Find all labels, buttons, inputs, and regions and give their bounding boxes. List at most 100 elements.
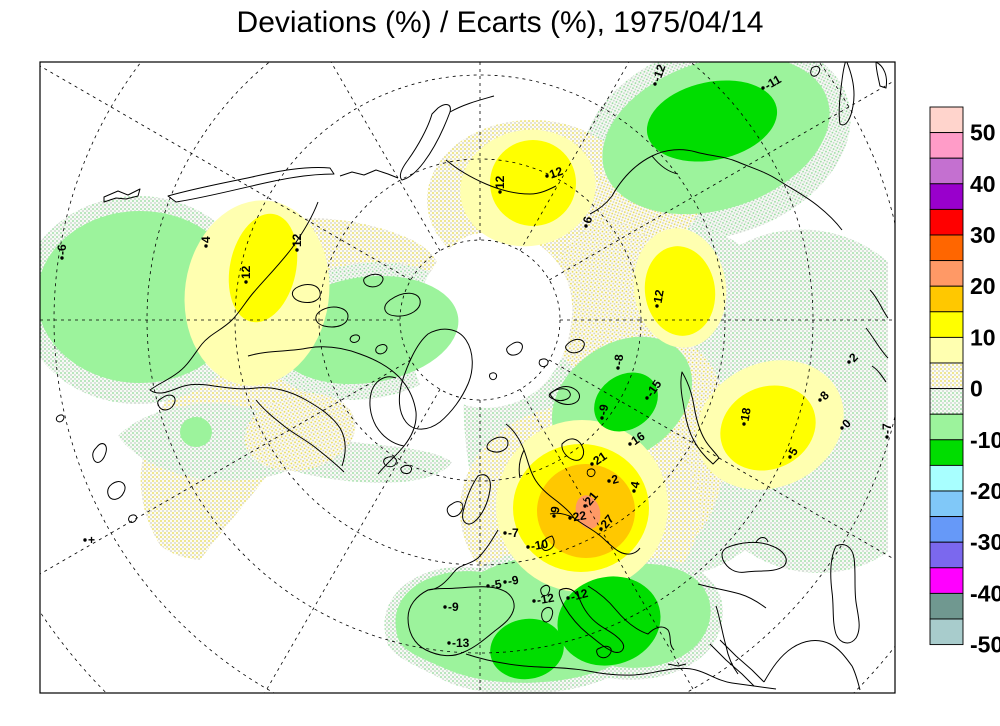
coastline [830, 544, 860, 644]
coastlines [55, 62, 889, 691]
station-value-label: 12 [493, 175, 507, 189]
station-value-label: 12 [547, 164, 565, 182]
coastline [167, 167, 335, 203]
station-value-label: -10 [530, 537, 550, 554]
colorbar-segment [929, 311, 964, 338]
station-dot [447, 641, 451, 645]
station-value-label: -9 [596, 403, 612, 416]
colorbar-segment [929, 413, 964, 441]
latitude-circle [318, 158, 642, 482]
coastline [291, 273, 421, 355]
station-dot [244, 280, 248, 284]
station-value-label: + [88, 533, 95, 547]
coastline [486, 436, 509, 453]
map-frame [39, 61, 896, 694]
meridian-line [40, 359, 411, 575]
station-dot [498, 190, 502, 194]
station-dot [566, 596, 570, 600]
coastline [149, 201, 346, 467]
coastline [445, 159, 557, 195]
contour-region [594, 372, 658, 432]
meridian-line [549, 79, 895, 281]
colorbar-segment [929, 362, 964, 390]
colorbar-segment [929, 260, 964, 287]
station-dot [742, 422, 746, 426]
colorbar-segment [929, 183, 964, 210]
station-value-label: 6 [580, 215, 595, 225]
coastline [558, 587, 625, 653]
station-dot [295, 248, 299, 252]
station-value-label: -13 [452, 636, 470, 650]
contour-region [646, 80, 778, 162]
station-dot [600, 416, 604, 420]
station-value-label: 2 [610, 472, 620, 487]
station-dot [645, 396, 649, 400]
colorbar-tick-label: 20 [970, 273, 996, 299]
station-dot [532, 599, 536, 603]
meridian-line [330, 62, 441, 251]
colorbar-segment [929, 490, 964, 518]
station-dot [584, 224, 588, 228]
station-value-label: -7 [508, 526, 519, 540]
coastline [55, 394, 176, 523]
colorbar-segment [929, 516, 964, 543]
station-value-label: -12 [649, 62, 668, 83]
station-dot [552, 514, 556, 518]
contour-region [410, 231, 573, 427]
meridian-line [519, 389, 696, 693]
colorbar-segment [929, 388, 964, 415]
station-dot [204, 244, 208, 248]
contour-region [180, 417, 212, 447]
colorbar-tick-label: -40 [970, 580, 1000, 606]
meridian-line [549, 359, 895, 561]
colorbar-tick-label: -30 [970, 529, 1000, 555]
station-dot [599, 527, 603, 531]
station-value-label: -12 [569, 586, 590, 604]
colorbar-segment [929, 618, 964, 646]
station-dot [818, 398, 822, 402]
coastline [399, 104, 451, 181]
coastline [573, 517, 641, 555]
station-value-label: 12 [651, 288, 667, 304]
station-dot [83, 538, 87, 542]
coastline [680, 371, 720, 465]
station-dot [632, 489, 636, 493]
station-dot [788, 455, 792, 459]
coastline [865, 289, 889, 383]
coastline [407, 586, 515, 657]
coastline [505, 423, 575, 519]
coastline [465, 653, 777, 690]
contour-region [644, 246, 716, 336]
station-dot [590, 462, 594, 466]
coastline [763, 640, 861, 691]
station-dot [653, 82, 657, 86]
coastline [709, 639, 765, 687]
colorbar-segment [929, 132, 964, 159]
station-dot [60, 256, 64, 260]
colorbar-segment [929, 106, 964, 134]
station-dot [616, 366, 620, 370]
coastline [398, 328, 473, 430]
colorbar-segment [929, 234, 964, 262]
station-value-label: -9 [507, 573, 520, 589]
colorbar-tick-label: -10 [970, 427, 1000, 453]
coastline [810, 62, 887, 89]
station-dot [885, 435, 889, 439]
coastline [427, 529, 499, 591]
coastline [561, 438, 596, 478]
coastline [540, 584, 687, 667]
colorbar-segment [929, 567, 964, 594]
page-title: Deviations (%) / Ecarts (%), 1975/04/14 [236, 6, 764, 39]
coastline [449, 95, 495, 113]
colorbar-segment [929, 157, 964, 185]
colorbar-tick-label: 10 [970, 324, 996, 350]
coastline [255, 399, 345, 473]
station-value-label: -7 [880, 423, 894, 434]
station-value-label: 12 [239, 265, 253, 279]
station-dot [526, 545, 530, 549]
station-value-label: 4 [199, 236, 213, 243]
contour-region [244, 393, 356, 471]
